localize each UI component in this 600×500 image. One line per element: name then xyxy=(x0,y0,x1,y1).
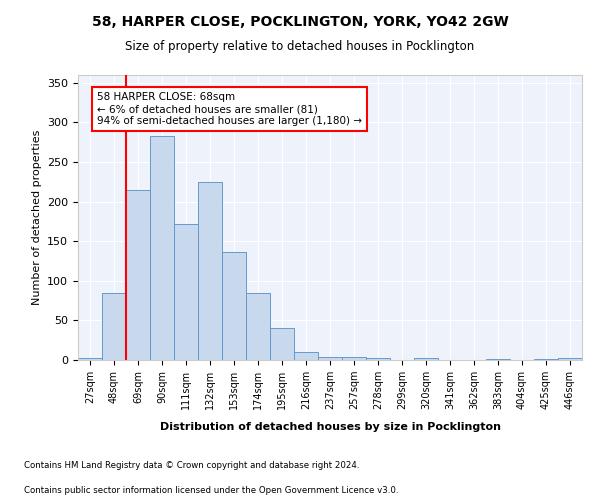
Bar xyxy=(78,358,102,360)
Bar xyxy=(198,182,222,360)
Bar xyxy=(174,224,198,360)
Text: Contains HM Land Registry data © Crown copyright and database right 2024.: Contains HM Land Registry data © Crown c… xyxy=(24,461,359,470)
Text: 58 HARPER CLOSE: 68sqm
← 6% of detached houses are smaller (81)
94% of semi-deta: 58 HARPER CLOSE: 68sqm ← 6% of detached … xyxy=(97,92,362,126)
Y-axis label: Number of detached properties: Number of detached properties xyxy=(32,130,41,305)
Bar xyxy=(414,358,438,360)
Bar xyxy=(150,136,174,360)
Bar xyxy=(246,292,270,360)
Bar xyxy=(342,357,366,360)
Bar xyxy=(558,358,582,360)
Bar xyxy=(222,252,246,360)
Bar xyxy=(126,190,150,360)
Bar xyxy=(102,292,126,360)
Bar xyxy=(534,359,558,360)
Text: Size of property relative to detached houses in Pocklington: Size of property relative to detached ho… xyxy=(125,40,475,53)
Bar xyxy=(294,352,318,360)
Bar xyxy=(318,357,342,360)
Text: Distribution of detached houses by size in Pocklington: Distribution of detached houses by size … xyxy=(160,422,500,432)
Text: Contains public sector information licensed under the Open Government Licence v3: Contains public sector information licen… xyxy=(24,486,398,495)
Bar xyxy=(366,358,390,360)
Text: 58, HARPER CLOSE, POCKLINGTON, YORK, YO42 2GW: 58, HARPER CLOSE, POCKLINGTON, YORK, YO4… xyxy=(92,15,508,29)
Bar xyxy=(270,328,294,360)
Bar xyxy=(486,359,510,360)
